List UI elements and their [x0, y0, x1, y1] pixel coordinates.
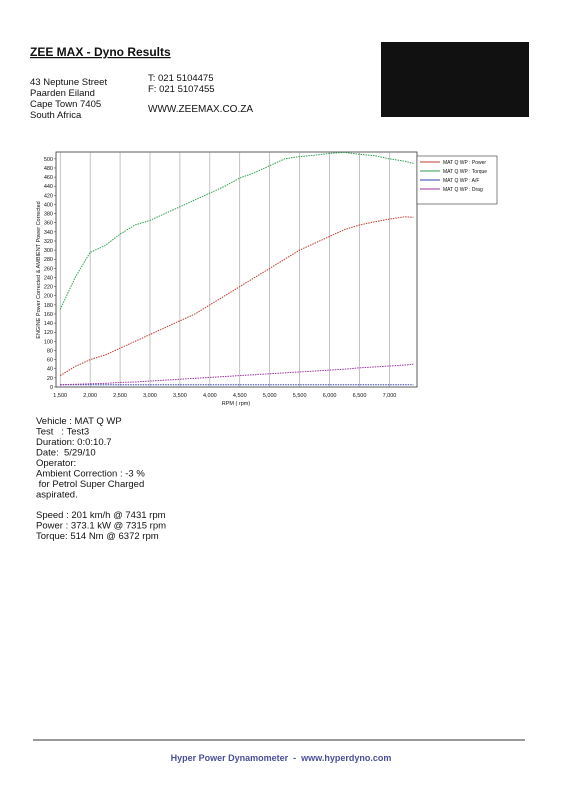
y-tick-label: 220 — [44, 285, 53, 291]
contact-line: T: 021 5104475 — [148, 73, 214, 84]
y-tick-label: 100 — [44, 339, 53, 345]
y-tick-label: 480 — [44, 166, 53, 172]
x-tick-label: 3,500 — [173, 393, 187, 399]
result-line: Power : 373.1 kW @ 7315 rpm — [36, 521, 166, 532]
y-tick-label: 240 — [44, 275, 53, 281]
address-line: Cape Town 7405 — [30, 99, 101, 110]
detail-line: for Petrol Super Charged — [36, 479, 144, 490]
y-tick-label: 340 — [44, 230, 53, 236]
detail-line: Test : Test3 — [36, 427, 89, 438]
y-tick-label: 320 — [44, 239, 53, 245]
x-tick-label: 5,000 — [263, 393, 277, 399]
y-tick-label: 460 — [44, 175, 53, 181]
legend-label: MAT Q WP : Torque — [443, 169, 487, 175]
x-tick-label: 6,000 — [323, 393, 337, 399]
address-line: 43 Neptune Street — [30, 77, 107, 88]
result-line: Speed : 201 km/h @ 7431 rpm — [36, 510, 166, 521]
x-tick-label: 4,000 — [203, 393, 217, 399]
y-tick-label: 420 — [44, 193, 53, 199]
series-line — [59, 151, 414, 310]
x-tick-label: 7,000 — [383, 393, 397, 399]
legend-label: MAT Q WP : A/F — [443, 178, 479, 184]
y-tick-label: 140 — [44, 321, 53, 327]
y-tick-label: 60 — [47, 358, 53, 364]
legend-box — [416, 155, 498, 205]
detail-line: Date: 5/29/10 — [36, 448, 96, 459]
x-axis-label: RPM ( rpm) — [222, 401, 251, 407]
legend-label: MAT Q WP : Drag — [443, 187, 483, 193]
y-tick-label: 400 — [44, 202, 53, 208]
detail-line: Ambient Correction : -3 % — [36, 469, 145, 480]
y-tick-label: 160 — [44, 312, 53, 318]
result-line: Torque: 514 Nm @ 6372 rpm — [36, 531, 159, 542]
x-tick-label: 3,000 — [143, 393, 157, 399]
footer: Hyper Power Dynamometer - www.hyperdyno.… — [171, 753, 392, 763]
y-tick-label: 380 — [44, 212, 53, 218]
x-tick-label: 6,500 — [353, 393, 367, 399]
detail-line: Vehicle : MAT Q WP — [36, 416, 122, 427]
x-tick-label: 4,500 — [233, 393, 247, 399]
x-tick-label: 2,000 — [83, 393, 97, 399]
address-line: South Africa — [30, 110, 82, 121]
y-tick-label: 20 — [47, 376, 53, 382]
logo — [381, 42, 529, 117]
x-tick-label: 5,500 — [293, 393, 307, 399]
y-tick-label: 180 — [44, 303, 53, 309]
plot-frame — [55, 151, 418, 388]
x-tick-label: 1,500 — [53, 393, 67, 399]
y-tick-label: 280 — [44, 257, 53, 263]
contact-line: F: 021 5107455 — [148, 84, 215, 95]
y-tick-label: 300 — [44, 248, 53, 254]
detail-line: Operator: — [36, 458, 76, 469]
y-tick-label: 440 — [44, 184, 53, 190]
series-line — [59, 216, 414, 377]
y-tick-label: 40 — [47, 367, 53, 373]
title: ZEE MAX - Dyno Results — [30, 45, 171, 59]
detail-line: Duration: 0:0:10.7 — [36, 437, 112, 448]
y-axis-label: ENGINE Power Corrected & AMBIENT Power C… — [36, 201, 42, 338]
y-tick-label: 500 — [44, 157, 53, 163]
y-tick-label: 200 — [44, 294, 53, 300]
website: WWW.ZEEMAX.CO.ZA — [148, 104, 253, 115]
x-tick-label: 2,500 — [113, 393, 127, 399]
detail-line: aspirated. — [36, 490, 78, 501]
address-line: Paarden Eiland — [30, 88, 95, 99]
y-tick-label: 260 — [44, 266, 53, 272]
legend-label: MAT Q WP : Power — [443, 160, 486, 166]
y-tick-label: 360 — [44, 221, 53, 227]
y-tick-label: 120 — [44, 330, 53, 336]
y-tick-label: 0 — [50, 385, 53, 391]
y-tick-label: 80 — [47, 348, 53, 354]
